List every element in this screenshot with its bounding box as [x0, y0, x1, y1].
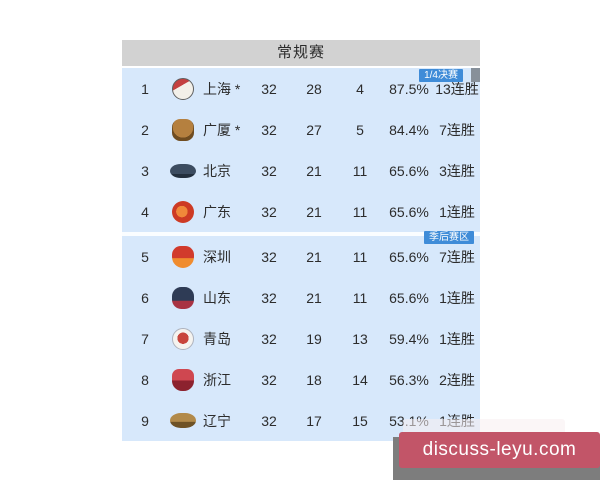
- win-streak: 7连胜: [439, 121, 475, 138]
- games-played: 32: [261, 412, 277, 429]
- team-logo-cell: [168, 368, 198, 391]
- team-name: 青岛: [203, 330, 231, 347]
- win-streak: 3连胜: [439, 162, 475, 179]
- wins: 28: [306, 80, 322, 97]
- liaoning-flying-leopards-logo-icon: [170, 413, 196, 428]
- win-streak: 1连胜: [439, 203, 475, 220]
- losses: 4: [356, 80, 364, 97]
- beijing-ducks-logo-icon: [170, 163, 196, 178]
- games-played: 32: [261, 203, 277, 220]
- team-name: 广东: [203, 203, 231, 220]
- win-pct: 84.4%: [389, 121, 429, 138]
- win-pct: 59.4%: [389, 330, 429, 347]
- team-logo-cell: [168, 245, 198, 268]
- team-rank: 7: [141, 330, 149, 347]
- scrollbar-thumb[interactable]: [471, 68, 480, 82]
- team-name: 上海 *: [203, 80, 241, 97]
- standings-row[interactable]: 3 北京 32 21 11 65.6% 3连胜: [122, 150, 480, 191]
- team-name: 山东: [203, 289, 231, 306]
- guangsha-lions-logo-icon: [172, 118, 194, 141]
- watermark-text: discuss-leyu.com: [422, 439, 577, 460]
- losses: 5: [356, 121, 364, 138]
- team-logo-cell: [168, 77, 198, 100]
- losses: 11: [352, 203, 368, 220]
- standings-row[interactable]: 4 广东 32 21 11 65.6% 1连胜: [122, 191, 480, 232]
- losses: 11: [352, 248, 368, 265]
- team-logo-cell: [168, 327, 198, 350]
- losses: 14: [352, 371, 368, 388]
- shandong-heroes-logo-icon: [172, 286, 194, 309]
- standings-row[interactable]: 1 上海 * 32 28 4 87.5% 13连胜: [122, 68, 480, 109]
- team-name: 广厦 *: [203, 121, 241, 138]
- playoff-zone-divider: [122, 232, 480, 236]
- win-pct: 65.6%: [389, 289, 429, 306]
- team-rank: 6: [141, 289, 149, 306]
- games-played: 32: [261, 80, 277, 97]
- team-logo-cell: [168, 163, 198, 178]
- games-played: 32: [261, 121, 277, 138]
- losses: 11: [352, 289, 368, 306]
- win-streak: 1连胜: [439, 289, 475, 306]
- wins: 17: [306, 412, 322, 429]
- guangdong-tigers-logo-icon: [172, 200, 194, 223]
- games-played: 32: [261, 330, 277, 347]
- shenzhen-leopards-logo-icon: [172, 245, 194, 268]
- losses: 15: [352, 412, 368, 429]
- team-rank: 5: [141, 248, 149, 265]
- wins: 27: [306, 121, 322, 138]
- standings-row[interactable]: 6 山东 32 21 11 65.6% 1连胜: [122, 277, 480, 318]
- table-title: 常规赛: [122, 40, 480, 66]
- wins: 21: [306, 289, 322, 306]
- qingdao-eagles-logo-icon: [172, 327, 194, 350]
- team-name: 浙江: [203, 371, 231, 388]
- quarterfinal-badge: 1/4决赛: [419, 69, 463, 82]
- win-pct: 65.6%: [389, 248, 429, 265]
- team-rank: 4: [141, 203, 149, 220]
- standings-body: 1 上海 * 32 28 4 87.5% 13连胜 2 广厦 * 32 27 5…: [122, 68, 480, 441]
- zhejiang-golden-bulls-logo-icon: [172, 368, 194, 391]
- standings-row[interactable]: 2 广厦 * 32 27 5 84.4% 7连胜: [122, 109, 480, 150]
- losses: 11: [352, 162, 368, 179]
- win-streak: 7连胜: [439, 248, 475, 265]
- win-pct: 65.6%: [389, 162, 429, 179]
- team-logo-cell: [168, 118, 198, 141]
- watermark-panel: discuss-leyu.com: [393, 432, 600, 480]
- standings-row[interactable]: 8 浙江 32 18 14 56.3% 2连胜: [122, 359, 480, 400]
- standings-row[interactable]: 5 深圳 32 21 11 65.6% 7连胜: [122, 236, 480, 277]
- team-logo-cell: [168, 200, 198, 223]
- wins: 18: [306, 371, 322, 388]
- wins: 21: [306, 248, 322, 265]
- win-streak: 13连胜: [435, 80, 479, 97]
- team-rank: 9: [141, 412, 149, 429]
- playoff-zone-badge: 季后赛区: [424, 231, 474, 244]
- team-rank: 8: [141, 371, 149, 388]
- games-played: 32: [261, 371, 277, 388]
- win-streak: 1连胜: [439, 330, 475, 347]
- games-played: 32: [261, 248, 277, 265]
- shanghai-sharks-logo-icon: [172, 77, 194, 100]
- team-rank: 2: [141, 121, 149, 138]
- team-name: 辽宁: [203, 412, 231, 429]
- win-streak: 2连胜: [439, 371, 475, 388]
- win-pct: 87.5%: [389, 80, 429, 97]
- team-rank: 1: [141, 80, 149, 97]
- regular-season-standings-table: 常规赛 1 上海 * 32 28 4 87.5% 13连胜 2 广厦 * 32 …: [122, 40, 480, 441]
- games-played: 32: [261, 289, 277, 306]
- win-pct: 56.3%: [389, 371, 429, 388]
- losses: 13: [352, 330, 368, 347]
- win-pct: 65.6%: [389, 203, 429, 220]
- wins: 21: [306, 203, 322, 220]
- team-logo-cell: [168, 286, 198, 309]
- team-logo-cell: [168, 413, 198, 428]
- team-rank: 3: [141, 162, 149, 179]
- watermark-ghost: [403, 419, 565, 436]
- team-name: 北京: [203, 162, 231, 179]
- standings-row[interactable]: 7 青岛 32 19 13 59.4% 1连胜: [122, 318, 480, 359]
- watermark: discuss-leyu.com: [399, 432, 600, 468]
- wins: 19: [306, 330, 322, 347]
- team-name: 深圳: [203, 248, 231, 265]
- games-played: 32: [261, 162, 277, 179]
- wins: 21: [306, 162, 322, 179]
